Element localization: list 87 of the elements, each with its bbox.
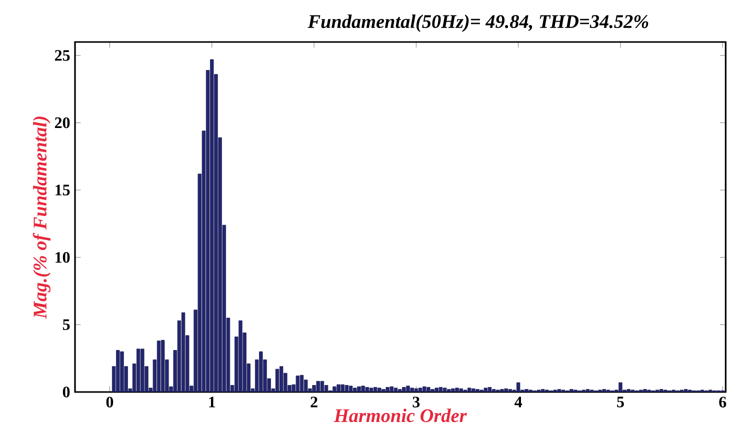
bar: [336, 384, 340, 392]
bar: [455, 388, 459, 392]
bar: [365, 387, 369, 392]
bar: [504, 388, 508, 392]
bar: [312, 385, 316, 392]
bar: [300, 374, 304, 392]
bar: [340, 384, 344, 392]
bar: [500, 389, 504, 392]
bar: [369, 388, 374, 392]
bar: [524, 389, 528, 392]
bar: [156, 340, 161, 392]
y-tick-label: 25: [54, 50, 70, 61]
bar: [570, 389, 574, 392]
bar: [316, 381, 320, 392]
bar: [116, 350, 120, 392]
y-tick-label: 5: [62, 319, 70, 330]
bar: [357, 386, 361, 392]
bar: [136, 348, 140, 392]
bar: [344, 385, 349, 392]
bar: [586, 389, 590, 392]
y-tick-label: 20: [54, 117, 70, 128]
bar: [390, 386, 394, 392]
bar: [426, 387, 430, 392]
bar: [422, 386, 426, 392]
bar: [447, 389, 451, 392]
y-tick-label: 10: [56, 252, 70, 263]
x-axis-title: Harmonic Order: [334, 408, 467, 422]
bar: [394, 388, 398, 392]
x-tick-label: 4: [514, 396, 522, 408]
bar: [451, 388, 455, 392]
bar: [373, 387, 378, 392]
bar: [467, 388, 472, 392]
bar: [280, 366, 284, 392]
bar: [643, 389, 647, 392]
bar: [414, 388, 418, 392]
bar: [386, 387, 390, 392]
bar: [120, 351, 124, 392]
x-tick-label: 1: [209, 396, 216, 408]
bar: [418, 388, 422, 392]
bar: [476, 389, 480, 392]
bar: [488, 387, 492, 392]
x-tick-label: 3: [412, 396, 420, 408]
bar: [484, 388, 488, 392]
bar: [459, 388, 463, 392]
bar: [382, 389, 386, 392]
bar: [320, 381, 324, 392]
chart-title: Fundamental(50Hz)= 49.84, THD=34.52%: [308, 14, 648, 32]
x-tick-label: 6: [719, 396, 726, 408]
bar: [398, 389, 402, 392]
bar: [492, 389, 496, 392]
bar: [442, 388, 447, 392]
bar: [508, 389, 512, 392]
bar: [361, 386, 365, 392]
bar: [353, 388, 357, 392]
bar: [434, 388, 438, 392]
bar: [659, 389, 664, 392]
bar: [618, 382, 622, 392]
bar: [626, 389, 630, 392]
x-tick-label: 0: [106, 396, 114, 408]
bar: [684, 389, 688, 392]
y-tick-label: 0: [62, 386, 70, 398]
y-axis-title: Mag.(% of Fundamental): [32, 116, 50, 319]
bar: [541, 389, 545, 392]
bar: [378, 388, 382, 392]
bar: [140, 348, 144, 392]
bar: [238, 320, 242, 392]
bar: [406, 386, 410, 392]
bar: [402, 387, 406, 392]
bar: [430, 389, 434, 392]
bar: [438, 387, 443, 392]
bar: [296, 376, 300, 392]
bar: [324, 385, 328, 392]
bar: [472, 388, 476, 392]
bar: [348, 386, 353, 392]
bar: [161, 340, 165, 392]
bar: [516, 382, 520, 392]
bar: [275, 368, 280, 392]
bar: [332, 386, 336, 392]
bar: [410, 388, 414, 392]
bar: [557, 389, 562, 392]
bar: [602, 389, 606, 392]
y-tick-label: 15: [56, 184, 70, 196]
x-tick-label: 2: [310, 396, 318, 408]
bar: [259, 351, 263, 392]
bar: [181, 312, 186, 392]
x-tick-label: 5: [617, 396, 624, 408]
bar: [210, 59, 214, 392]
